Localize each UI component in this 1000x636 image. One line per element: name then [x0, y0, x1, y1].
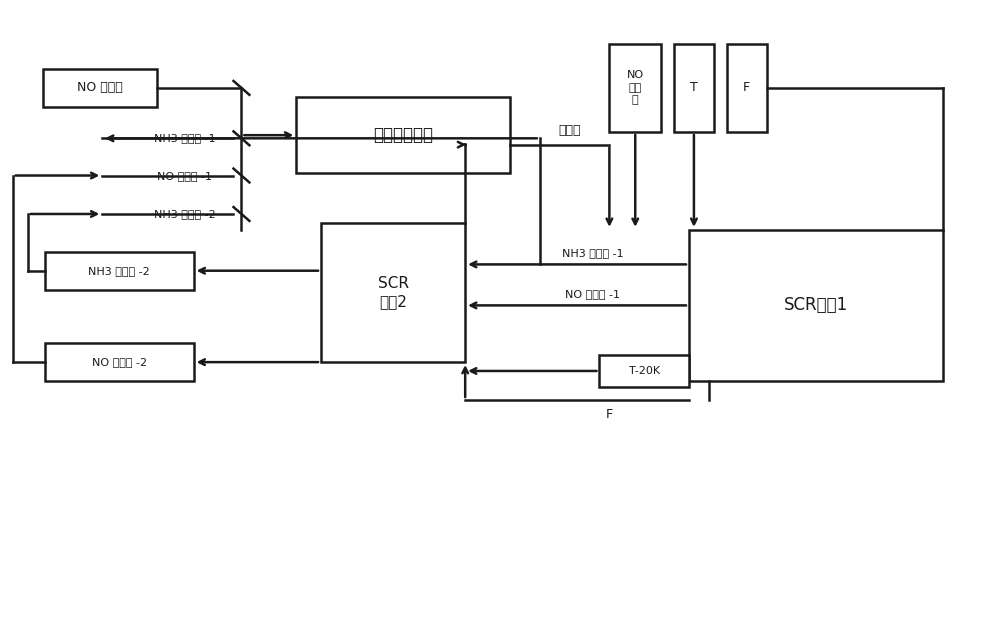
Text: NH3 输出量 -1: NH3 输出量 -1	[562, 248, 623, 258]
Bar	[45, 343, 194, 381]
Text: NH3 输出量 -2: NH3 输出量 -2	[154, 209, 216, 219]
Text: SCR模块1: SCR模块1	[784, 296, 848, 314]
Text: NO 输入量: NO 输入量	[77, 81, 123, 94]
Bar	[321, 223, 465, 362]
Text: 模糊控制模块: 模糊控制模块	[373, 126, 433, 144]
Bar	[689, 230, 943, 381]
Bar	[727, 44, 767, 132]
Bar	[45, 252, 194, 289]
Text: NO 输出量 -1: NO 输出量 -1	[157, 170, 212, 181]
Bar	[609, 44, 661, 132]
Text: T: T	[690, 81, 698, 94]
Text: SCR
模块2: SCR 模块2	[378, 276, 409, 310]
Text: F: F	[606, 408, 613, 420]
Text: NH3 输出量 -2: NH3 输出量 -2	[88, 266, 150, 276]
Bar	[296, 97, 510, 173]
Text: NO 输出量 -1: NO 输出量 -1	[565, 289, 620, 299]
Text: F: F	[743, 81, 750, 94]
Bar	[43, 69, 157, 107]
Bar	[599, 354, 689, 387]
Text: NH3 输出量 -1: NH3 输出量 -1	[154, 134, 216, 143]
Text: NO 输出量 -2: NO 输出量 -2	[92, 357, 147, 367]
Text: T-20K: T-20K	[629, 366, 660, 376]
Bar	[674, 44, 714, 132]
Text: NO
输入
量: NO 输入 量	[627, 71, 644, 106]
Text: 喷氨量: 喷氨量	[558, 124, 581, 137]
